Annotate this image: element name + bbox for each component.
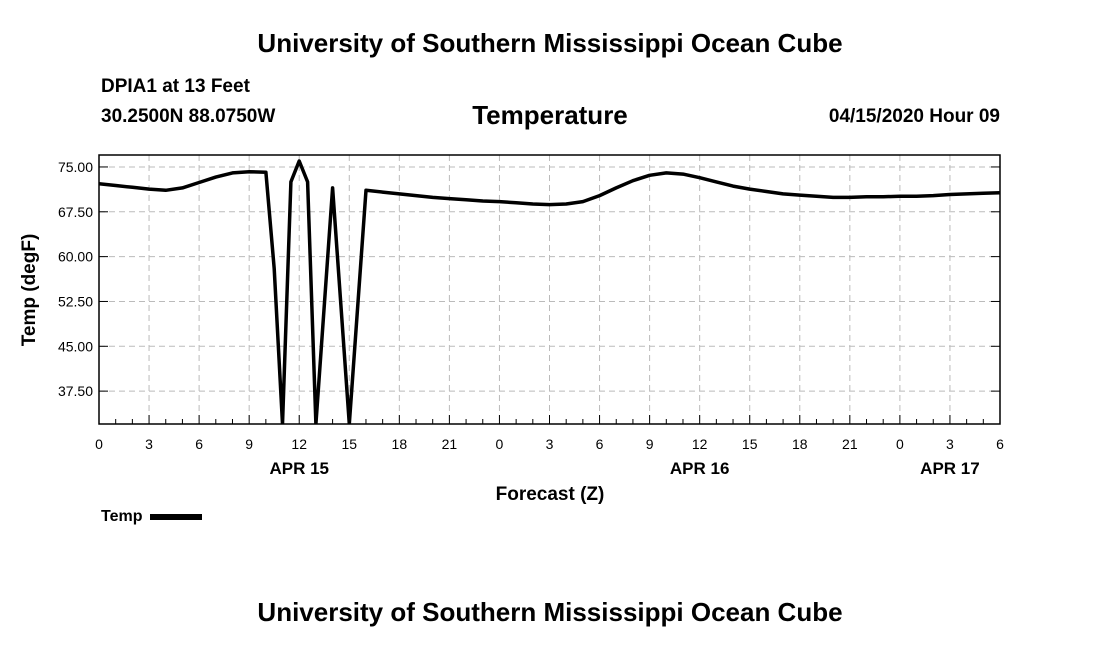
y-tick-label: 52.50 (58, 293, 93, 309)
chart-title: Temperature (472, 100, 628, 130)
x-tick-label: 9 (646, 436, 654, 452)
plot-frame (98, 154, 1001, 425)
header-title: University of Southern Mississippi Ocean… (257, 28, 843, 58)
station-label: DPIA1 at 13 Feet (101, 76, 250, 97)
date-label: APR 16 (670, 459, 730, 478)
x-tick-label: 3 (946, 436, 954, 452)
x-tick-label: 6 (596, 436, 604, 452)
legend: Temp (101, 508, 203, 526)
date-label: APR 17 (920, 459, 980, 478)
x-tick-label: 21 (442, 436, 458, 452)
x-tick-label: 12 (291, 436, 307, 452)
series-layer (99, 159, 1000, 424)
x-tick-label: 21 (842, 436, 858, 452)
x-tick-label: 6 (195, 436, 203, 452)
x-tick-label: 12 (692, 436, 708, 452)
y-axis-label: Temp (degF) (19, 234, 40, 347)
x-tick-label: 15 (341, 436, 357, 452)
x-tick-label: 0 (95, 436, 103, 452)
y-tick-label: 60.00 (58, 249, 93, 265)
temp-series-line (99, 159, 1000, 424)
tick-labels: 0 3 6 9 12 15 18 21 0 3 6 9 12 15 18 21 0 3 6 APR 15 APR 16 A… (58, 159, 1004, 478)
x-tick-label: 3 (546, 436, 554, 452)
x-tick-label: 18 (792, 436, 808, 452)
legend-label: Temp (101, 508, 143, 525)
date-label: APR 15 (269, 459, 329, 478)
x-tick-label: 3 (145, 436, 153, 452)
coordinates-label: 30.2500N 88.0750W (101, 106, 276, 127)
x-tick-label: 0 (896, 436, 904, 452)
y-tick-label: 45.00 (58, 338, 93, 354)
x-tick-label: 18 (392, 436, 408, 452)
x-tick-label: 9 (245, 436, 253, 452)
x-tick-label: 0 (496, 436, 504, 452)
datetime-label: 04/15/2020 Hour 09 (828, 106, 1000, 127)
y-tick-label: 75.00 (58, 159, 93, 175)
grid-lines (99, 155, 1000, 424)
x-tick-label: 6 (996, 436, 1004, 452)
footer-title: University of Southern Mississippi Ocean… (257, 597, 843, 627)
x-tick-label: 15 (742, 436, 758, 452)
y-tick-label: 67.50 (58, 204, 93, 220)
legend-line-swatch (150, 513, 203, 520)
y-tick-label: 37.50 (58, 383, 93, 399)
x-axis-label: Forecast (Z) (496, 484, 605, 505)
